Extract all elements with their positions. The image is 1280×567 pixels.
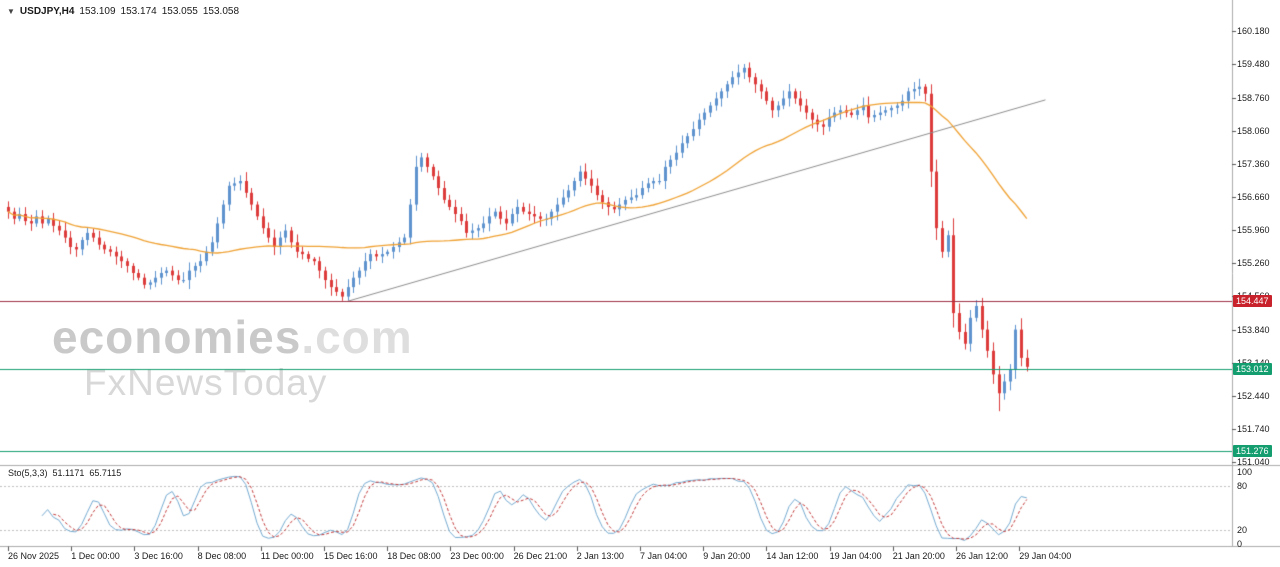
time-axis-label[interactable]: 21 Jan 20:00 (892, 551, 945, 561)
time-axis-label[interactable]: 19 Jan 04:00 (829, 551, 882, 561)
price-axis-label: 155.960 (1237, 225, 1270, 236)
time-axis-label[interactable]: 8 Dec 08:00 (197, 551, 247, 561)
time-axis-label[interactable]: 2 Jan 13:00 (576, 551, 624, 561)
time-axis-label[interactable]: 14 Jan 12:00 (766, 551, 819, 561)
price-axis-label: 153.140 (1237, 358, 1270, 368)
time-axis-label[interactable]: 26 Dec 21:00 (513, 551, 568, 561)
price-axis-label: 151.040 (1237, 457, 1270, 468)
time-axis-label[interactable]: 29 Jan 04:00 (1019, 551, 1072, 561)
price-axis-label: 158.760 (1237, 92, 1270, 103)
indicator-title: Sto(5,3,3) 51.1171 65.7115 (8, 468, 121, 478)
price-badge: 151.276 (1233, 445, 1272, 457)
indicator-name-label: Sto(5,3,3) (8, 468, 48, 478)
time-axis-label[interactable]: 9 Jan 20:00 (703, 551, 751, 561)
price-axis-label: 160.180 (1237, 26, 1270, 36)
time-axis-label[interactable]: 26 Jan 12:00 (956, 551, 1009, 561)
indicator-scale-label: 80 (1237, 481, 1248, 492)
price-axis-label: 152.440 (1237, 391, 1270, 402)
time-axis-label[interactable]: 23 Dec 00:00 (450, 551, 504, 561)
time-axis-label[interactable]: 11 Dec 00:00 (260, 551, 314, 561)
indicator-d-value: 65.7115 (89, 468, 122, 478)
time-axis-label[interactable]: 7 Jan 04:00 (640, 551, 688, 561)
symbol-period-label: USDJPY,H4 (19, 6, 75, 17)
time-axis-label[interactable]: 18 Dec 08:00 (387, 551, 441, 561)
price-axis-label: 159.480 (1237, 59, 1270, 70)
price-axis-label: 155.260 (1237, 258, 1270, 269)
time-axis-label[interactable]: 15 Dec 16:00 (324, 551, 378, 561)
time-axis-label[interactable]: 26 Nov 2025 (8, 551, 60, 561)
indicator-k-value: 51.1171 (52, 468, 85, 478)
price-axis-label: 151.740 (1237, 424, 1270, 435)
ohlc-close-value: 153.058 (202, 6, 240, 17)
price-axis-label: 158.060 (1237, 126, 1270, 136)
time-axis-label[interactable]: 3 Dec 16:00 (134, 551, 183, 561)
price-axis-label: 157.360 (1237, 159, 1270, 170)
collapse-chart-icon[interactable]: ▼ (7, 7, 15, 16)
indicator-scale-label: 100 (1237, 467, 1253, 477)
ohlc-low-value: 153.055 (161, 6, 198, 17)
price-badge: 153.012 (1233, 363, 1272, 376)
ohlc-high-value: 153.174 (120, 6, 157, 17)
indicator-scale-label: 20 (1237, 524, 1248, 535)
price-badge: 154.447 (1233, 295, 1272, 308)
ohlc-open-value: 153.109 (79, 6, 116, 17)
indicator-scale-label: 0 (1237, 539, 1243, 549)
time-axis-label[interactable]: 1 Dec 00:00 (71, 551, 120, 561)
chart-header: ▼ USDJPY,H4 153.109 153.174 153.055 153.… (7, 6, 239, 17)
price-axis-label: 156.660 (1237, 192, 1270, 203)
price-axis-label: 153.840 (1237, 325, 1270, 336)
